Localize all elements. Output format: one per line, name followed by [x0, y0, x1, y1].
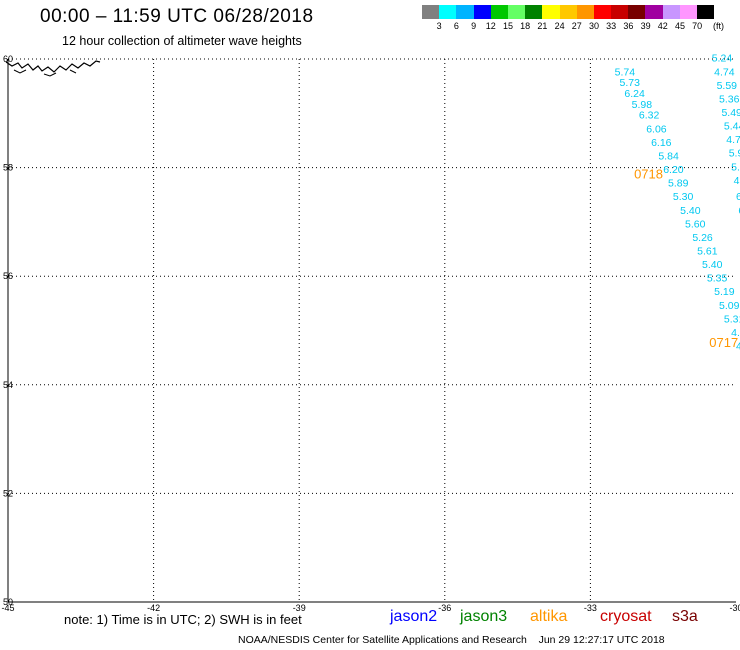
- colorbar-label: 9: [471, 21, 477, 31]
- lon-tick-label: -30: [729, 603, 740, 613]
- colorbar-label: 70: [692, 21, 703, 31]
- colorbar-cell: [439, 5, 457, 19]
- lat-tick-label: 54: [3, 380, 13, 390]
- swh-value: 5.36: [719, 93, 740, 105]
- swh-value: 6.31: [736, 191, 740, 203]
- colorbar-label: 33: [606, 21, 617, 31]
- swh-value: 5.26: [692, 232, 713, 244]
- note-text: note: 1) Time is in UTC; 2) SWH is in fe…: [64, 612, 302, 627]
- lon-tick-label: -39: [293, 603, 306, 613]
- swh-value: 5.40: [702, 259, 723, 271]
- swh-value: 5.44: [724, 121, 740, 133]
- swh-value: 5.24: [712, 53, 733, 65]
- legend-altika: altika: [530, 608, 568, 625]
- colorbar-label: 30: [588, 21, 600, 31]
- colorbar-cell: [456, 5, 474, 19]
- swh-value: 6.32: [639, 110, 660, 122]
- swh-value: 5.73: [620, 77, 641, 89]
- swh-value: 5.74: [615, 66, 636, 78]
- swh-value: 5.61: [697, 245, 718, 257]
- colorbar-cell: [525, 5, 543, 19]
- colorbar-cell: [679, 5, 697, 19]
- colorbar-unit: (ft): [713, 21, 724, 31]
- colorbar-cell: [611, 5, 629, 19]
- colorbar-label: 3: [436, 21, 442, 31]
- swh-value: 5.84: [658, 150, 679, 162]
- swh-value: 4.74: [714, 66, 735, 78]
- swh-value: 6.20: [663, 164, 684, 176]
- colorbar-label: 36: [623, 21, 634, 31]
- colorbar-cell: [662, 5, 680, 19]
- map-title: 00:00 – 11:59 UTC 06/28/2018: [40, 6, 314, 27]
- lat-tick-label: 56: [3, 271, 13, 281]
- swh-value: 5.40: [680, 205, 701, 217]
- legend-jason3: jason3: [460, 608, 508, 625]
- swh-value: 5.30: [673, 191, 694, 203]
- lat-tick-label: 52: [3, 488, 13, 498]
- swh-value: 5.31: [724, 313, 740, 325]
- swh-value: 5.84: [731, 161, 740, 173]
- colorbar-label: 6: [453, 21, 459, 31]
- swh-value: 5.89: [668, 178, 689, 190]
- coastline: [5, 60, 101, 77]
- lon-tick-label: -36: [438, 603, 451, 613]
- lat-tick-label: 60: [3, 54, 13, 64]
- colorbar-cell: [593, 5, 612, 19]
- swh-value: 6.06: [646, 123, 667, 135]
- swh-value: 5.59: [717, 80, 738, 92]
- swh-value: 4.76: [726, 134, 740, 146]
- colorbar-label: 45: [674, 21, 686, 31]
- colorbar-cell: [473, 5, 491, 19]
- swh-value: 5.49: [721, 107, 740, 119]
- altimeter-tracks: 5.745.736.245.986.326.066.165.846.205.89…: [615, 53, 740, 353]
- lon-tick-label: -42: [147, 603, 160, 613]
- colorbar-cell: [559, 5, 577, 19]
- legend-jason2: jason2: [390, 608, 438, 625]
- colorbar-label: 18: [520, 21, 531, 31]
- colorbar-cell: [422, 5, 440, 19]
- swh-value: 4.97: [731, 327, 740, 339]
- pass-time-label: 0717: [709, 335, 738, 350]
- swh-value: 4.31: [734, 175, 740, 187]
- colorbar: [422, 5, 715, 19]
- swh-value: 4.98: [736, 341, 740, 353]
- lon-tick-label: -45: [1, 603, 14, 613]
- colorbar-label: 12: [485, 21, 496, 31]
- colorbar-label: 27: [571, 21, 582, 31]
- swh-value: 5.35: [707, 273, 728, 285]
- colorbar-label: 42: [657, 21, 668, 31]
- lat-lon-grid: [7, 58, 736, 603]
- legend-cryosat: cryosat: [600, 608, 652, 625]
- colorbar-cell: [507, 5, 526, 19]
- lat-tick-label: 50: [3, 597, 13, 607]
- footer-timestamp: Jun 29 12:27:17 UTC 2018: [538, 634, 665, 646]
- swh-value: 6.16: [651, 137, 672, 149]
- pass-time-label: 0718: [634, 166, 663, 181]
- colorbar-label: 21: [537, 21, 548, 31]
- colorbar-label: 15: [502, 21, 514, 31]
- swh-value: 5.98: [632, 99, 653, 111]
- colorbar-cell: [645, 5, 663, 19]
- swh-value: 5.09: [719, 300, 740, 312]
- swh-value: 5.19: [714, 286, 735, 298]
- swh-value: 6.24: [624, 88, 645, 100]
- axis-tick-labels: -45 -42 -39 -36 -33 -30 60 58 56 54 52 50: [1, 54, 740, 613]
- colorbar-label: 24: [554, 21, 565, 31]
- footer: NOAA/NESDIS Center for Satellite Applica…: [238, 634, 665, 646]
- swh-value: 5.60: [685, 218, 706, 230]
- lon-tick-label: -33: [584, 603, 597, 613]
- colorbar-cell: [697, 5, 715, 19]
- colorbar-cell: [542, 5, 560, 19]
- colorbar-label: 39: [640, 21, 651, 31]
- colorbar-cell: [490, 5, 508, 19]
- footer-agency: NOAA/NESDIS Center for Satellite Applica…: [238, 634, 527, 646]
- legend-s3a: s3a: [672, 608, 698, 625]
- colorbar-cell: [576, 5, 594, 19]
- map-subtitle: 12 hour collection of altimeter wave hei…: [62, 34, 302, 48]
- swh-value: 6.78: [738, 205, 740, 217]
- lat-tick-label: 58: [3, 163, 13, 173]
- colorbar-cell: [628, 5, 646, 19]
- swh-value: 5.98: [729, 148, 740, 160]
